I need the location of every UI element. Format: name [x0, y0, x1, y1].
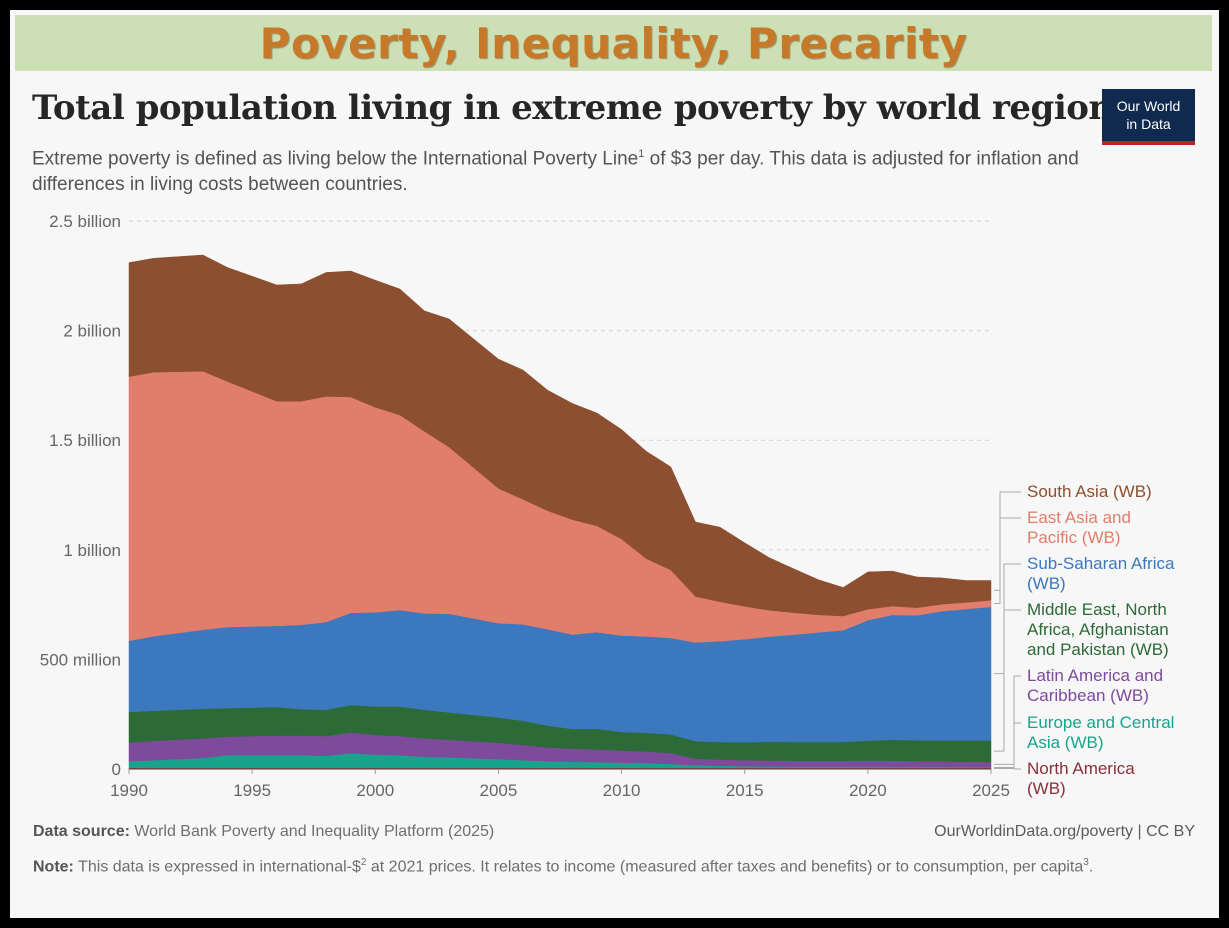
- y-tick-label: 2.5 billion: [49, 212, 121, 231]
- legend-label: North America (WB): [1027, 759, 1135, 798]
- legend-label-line: Europe and Central: [1027, 713, 1174, 732]
- banner: Poverty, Inequality, Precarity: [15, 15, 1212, 71]
- source-label: Data source:: [33, 823, 130, 840]
- legend-label: Europe and Central Asia (WB): [1027, 713, 1174, 752]
- legend-label-line: (WB): [1027, 779, 1066, 798]
- note-text-3: .: [1088, 858, 1094, 876]
- legend-label-line: South Asia (WB): [1027, 482, 1152, 501]
- legend-connector: [994, 722, 1021, 768]
- owid-logo[interactable]: Our World in Data: [1102, 89, 1195, 145]
- note-label: Note:: [33, 858, 74, 876]
- legend-label: Sub-Saharan Africa (WB): [1027, 554, 1175, 593]
- legend-label-line: North America: [1027, 759, 1135, 778]
- legend-label-line: Sub-Saharan Africa: [1027, 554, 1175, 573]
- legend-connector: [994, 563, 1021, 675]
- chart-title: Total population living in extreme pover…: [32, 88, 1113, 128]
- note-text-1: This data is expressed in international-…: [73, 858, 361, 876]
- data-source: Data source: World Bank Poverty and Ineq…: [33, 823, 494, 841]
- chart-area: 0 500 million 1 billion 1.5 billion 2 billio…: [40, 212, 1175, 800]
- x-tick-label: 2010: [603, 781, 641, 800]
- legend-label-line: Pacific (WB): [1027, 528, 1121, 547]
- slide-frame: Poverty, Inequality, Precarity Total pop…: [10, 10, 1219, 918]
- source-text: World Bank Poverty and Inequality Platfo…: [129, 823, 495, 840]
- legend-label-line: Latin America and: [1027, 666, 1163, 685]
- legend-label: South Asia (WB): [1027, 482, 1152, 501]
- stacked-areas: [128, 254, 992, 770]
- legend-connector: [994, 491, 1021, 591]
- x-tick-label: 2020: [849, 781, 887, 800]
- legend: South Asia (WB) East Asia and Pacific (WB)…: [994, 482, 1175, 798]
- subtitle-text-2: of $3 per day. This data is adjusted for…: [32, 148, 1079, 196]
- x-tick-label: 2025: [972, 781, 1010, 800]
- legend-label-line: Asia (WB): [1027, 733, 1104, 752]
- chart-note: Note: This data is expressed in internat…: [33, 852, 1183, 877]
- legend-connector: [994, 517, 1021, 604]
- legend-label-line: (WB): [1027, 574, 1066, 593]
- subtitle-text-1: Extreme poverty is defined as living bel…: [32, 148, 639, 170]
- footnote-ref-3[interactable]: 3: [1083, 857, 1089, 868]
- y-tick-label: 2 billion: [63, 322, 121, 341]
- logo-line-1: Our World: [1116, 98, 1181, 114]
- x-axis-ticks: 1990 1995 2000 2005 2010 2015 2020 2025: [110, 769, 1010, 800]
- legend-label: East Asia and Pacific (WB): [1027, 508, 1131, 547]
- source-url[interactable]: OurWorldinData.org/poverty | CC BY: [934, 823, 1195, 840]
- legend-label-line: Caribbean (WB): [1027, 686, 1149, 705]
- legend-label-line: East Asia and: [1027, 508, 1131, 527]
- logo-line-2: in Data: [1126, 116, 1171, 132]
- chart-subtitle: Extreme poverty is defined as living bel…: [32, 141, 1082, 198]
- legend-label-line: Middle East, North: [1027, 600, 1167, 619]
- x-tick-label: 2015: [726, 781, 764, 800]
- y-tick-label: 0: [112, 760, 121, 779]
- x-tick-label: 1990: [110, 781, 148, 800]
- footnote-ref-1[interactable]: 1: [638, 148, 645, 160]
- y-tick-label: 1 billion: [63, 541, 121, 560]
- note-text-2: at 2021 prices. It relates to income (me…: [366, 858, 1084, 876]
- x-tick-label: 2005: [480, 781, 518, 800]
- legend-connector: [994, 609, 1021, 752]
- x-tick-label: 1995: [233, 781, 271, 800]
- legend-connector: [994, 768, 1021, 770]
- legend-connector: [994, 675, 1021, 765]
- legend-label-line: Africa, Afghanistan: [1027, 620, 1169, 639]
- area-south-asia-wb: [128, 254, 992, 617]
- y-tick-label: 1.5 billion: [49, 431, 121, 450]
- y-tick-label: 500 million: [40, 650, 121, 669]
- banner-title: Poverty, Inequality, Precarity: [259, 18, 968, 68]
- footnote-ref-2[interactable]: 2: [360, 857, 367, 868]
- legend-label-line: and Pakistan (WB): [1027, 640, 1169, 659]
- legend-label: Latin America and Caribbean (WB): [1027, 666, 1163, 705]
- y-axis-ticks: 0 500 million 1 billion 1.5 billion 2 billio…: [40, 212, 121, 779]
- x-tick-label: 2000: [356, 781, 394, 800]
- legend-label: Middle East, North Africa, Afghanistan and…: [1027, 600, 1169, 659]
